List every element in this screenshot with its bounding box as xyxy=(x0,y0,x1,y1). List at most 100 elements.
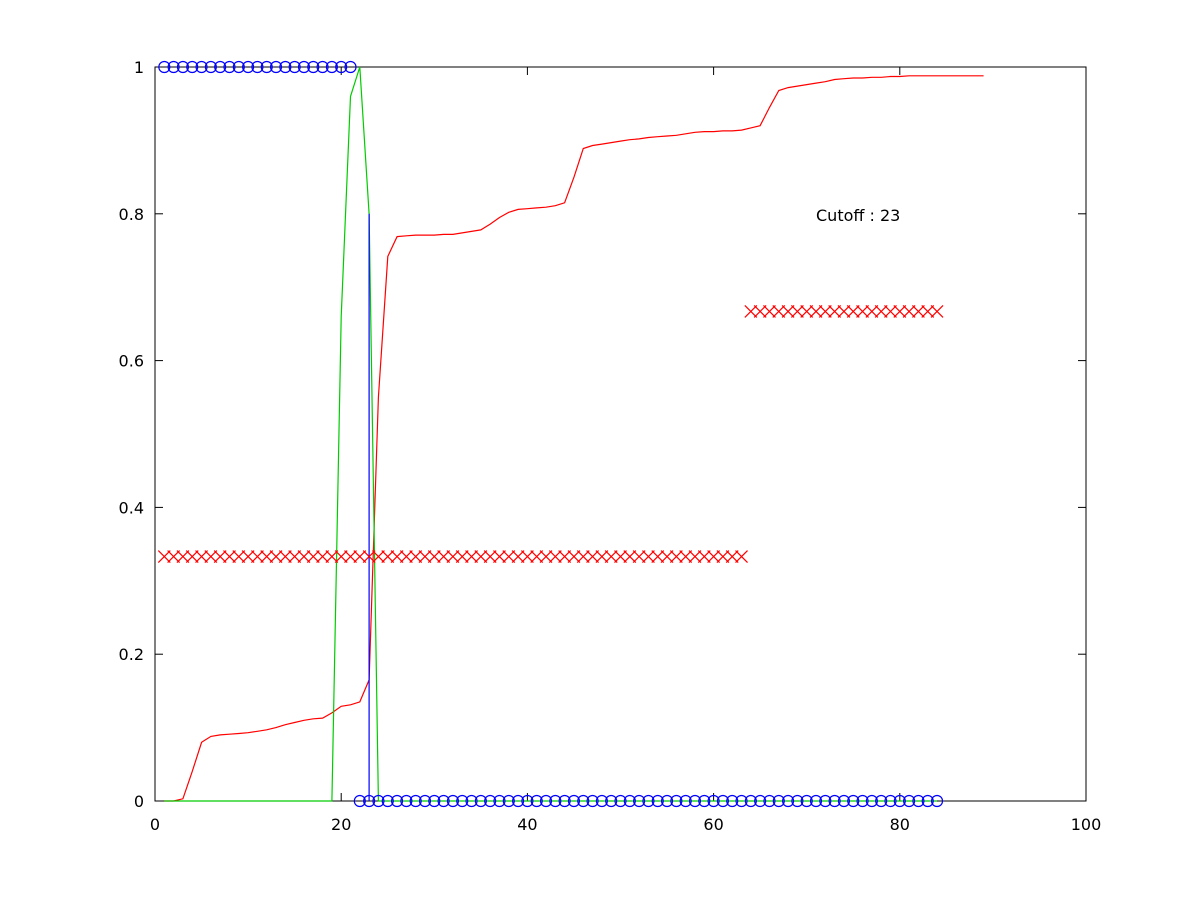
x-marker xyxy=(818,304,832,318)
circle-marker xyxy=(214,60,227,74)
circle-marker xyxy=(316,60,329,74)
series-line xyxy=(164,66,937,802)
circle-marker xyxy=(232,60,245,74)
x-marker xyxy=(334,550,348,564)
circle-marker xyxy=(595,794,608,808)
circle-marker xyxy=(260,60,273,74)
x-marker-stroke xyxy=(502,550,516,564)
circle-marker xyxy=(856,794,869,808)
x-marker-stroke xyxy=(604,550,618,564)
x-marker xyxy=(157,550,171,564)
x-marker xyxy=(744,304,758,318)
x-marker xyxy=(399,550,413,564)
x-marker-stroke xyxy=(465,550,478,564)
x-marker-stroke xyxy=(586,550,599,564)
x-marker-stroke xyxy=(837,304,851,318)
x-marker xyxy=(502,550,516,564)
x-marker-stroke xyxy=(269,550,283,564)
x-marker xyxy=(660,550,674,564)
x-marker-stroke xyxy=(483,550,497,564)
circle-marker xyxy=(912,794,925,808)
circle-marker xyxy=(726,794,739,808)
x-marker-stroke xyxy=(846,304,860,318)
circle-marker xyxy=(744,794,757,808)
circle-marker xyxy=(875,794,888,808)
x-marker xyxy=(269,550,283,564)
x-marker xyxy=(437,550,451,564)
x-marker-stroke xyxy=(213,550,227,564)
y-tick-label: 0 xyxy=(134,792,144,811)
x-marker-stroke xyxy=(325,550,339,564)
x-marker-stroke xyxy=(744,304,758,318)
circle-marker xyxy=(791,794,804,808)
x-marker-stroke xyxy=(427,550,441,564)
circle-marker xyxy=(651,794,664,808)
x-marker xyxy=(697,550,711,564)
circle-marker xyxy=(474,794,487,808)
x-marker xyxy=(344,550,357,564)
circle-marker xyxy=(586,794,599,808)
x-tick-label: 80 xyxy=(890,815,910,834)
x-marker-stroke xyxy=(623,550,637,564)
x-marker xyxy=(483,550,497,564)
x-marker-stroke xyxy=(707,550,721,564)
circle-marker xyxy=(865,794,878,808)
x-marker xyxy=(511,550,525,564)
circle-marker xyxy=(242,60,255,74)
circle-marker xyxy=(251,60,264,74)
x-marker xyxy=(669,550,683,564)
circle-marker xyxy=(176,60,190,74)
x-marker xyxy=(288,550,302,564)
circle-marker xyxy=(428,794,441,808)
x-marker xyxy=(651,550,665,564)
circle-marker xyxy=(642,794,655,808)
x-marker-stroke xyxy=(530,550,544,564)
circle-marker xyxy=(614,794,627,808)
x-marker xyxy=(828,304,842,318)
x-marker xyxy=(679,550,693,564)
circle-marker xyxy=(819,794,832,808)
circle-marker xyxy=(772,794,785,808)
x-marker-stroke xyxy=(558,550,572,564)
x-marker xyxy=(176,550,190,564)
x-marker xyxy=(874,304,888,318)
circle-marker xyxy=(465,794,478,808)
circle-marker xyxy=(186,60,199,74)
circle-marker xyxy=(809,794,823,808)
x-marker xyxy=(604,550,618,564)
x-marker-stroke xyxy=(642,550,655,564)
circle-marker xyxy=(921,794,934,808)
x-marker xyxy=(614,550,627,564)
x-marker-stroke xyxy=(614,550,627,564)
circle-marker xyxy=(893,794,906,808)
circle-marker xyxy=(567,794,581,808)
circle-marker xyxy=(558,794,571,808)
x-marker xyxy=(195,550,208,564)
x-marker xyxy=(306,550,320,564)
x-marker-stroke xyxy=(381,550,395,564)
x-marker xyxy=(250,550,264,564)
circle-marker xyxy=(605,794,618,808)
x-marker xyxy=(716,550,730,564)
x-marker xyxy=(548,550,562,564)
x-marker-stroke xyxy=(260,550,274,564)
circle-marker xyxy=(390,794,404,808)
x-marker xyxy=(781,304,795,318)
circle-marker xyxy=(484,794,497,808)
circle-marker xyxy=(549,794,562,808)
circle-marker xyxy=(409,794,422,808)
x-marker-stroke xyxy=(223,550,236,564)
x-marker xyxy=(725,550,739,564)
y-tick-label: 0.4 xyxy=(119,498,144,517)
x-marker-stroke xyxy=(288,550,302,564)
x-marker-stroke xyxy=(390,550,404,564)
x-marker xyxy=(278,550,292,564)
x-marker xyxy=(586,550,599,564)
circle-marker xyxy=(307,60,320,74)
circle-marker xyxy=(828,794,841,808)
x-marker-stroke xyxy=(763,304,776,318)
x-marker-stroke xyxy=(418,550,432,564)
circle-marker xyxy=(800,794,813,808)
x-marker xyxy=(427,550,441,564)
x-marker-stroke xyxy=(520,550,534,564)
